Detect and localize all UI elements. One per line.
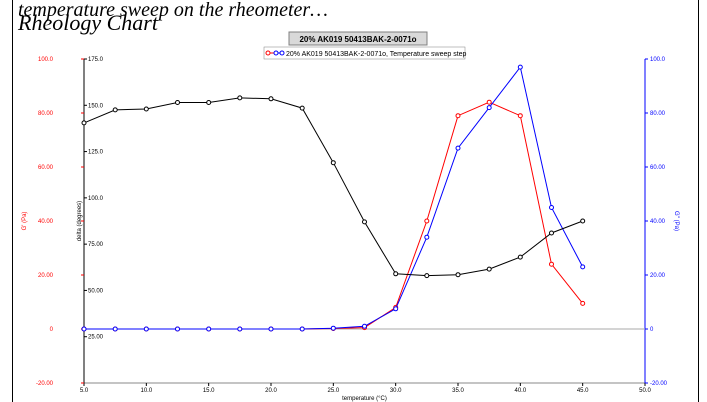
ticks-layer: 5.0 10.0 15.0 20.0 25.0 30.0 35.0 40.0 45.0 50.0-… (36, 57, 668, 394)
data-point (175, 100, 180, 105)
left-inner-tick-label: 125.0 (88, 150, 104, 156)
data-point (486, 105, 492, 111)
data-point (175, 326, 180, 332)
left-outer-tick-label: 20.00 (38, 273, 54, 279)
data-point (81, 120, 87, 126)
x-tick-label: 50.0 (639, 388, 651, 394)
data-point (362, 323, 367, 329)
frame-left-border (12, 0, 13, 402)
series-line-g (84, 101, 584, 330)
data-point (362, 219, 367, 225)
data-point (393, 271, 399, 277)
data-point (330, 325, 336, 331)
data-point (112, 107, 118, 113)
left-outer-axis-label: G' (Pa) (22, 212, 28, 231)
data-point (517, 113, 523, 119)
chart-title: 20% AK019 50413BAK-2-0071o (299, 35, 416, 44)
data-point (580, 300, 586, 306)
right-tick-label: 60.00 (650, 165, 666, 171)
page-caption: temperature sweep on the rheometer… (18, 0, 328, 21)
data-point (580, 218, 586, 224)
x-tick-label: 30.0 (390, 388, 402, 394)
x-tick-label: 35.0 (452, 388, 464, 394)
left-outer-tick-label: 80.00 (38, 111, 54, 117)
frame-right-border (698, 0, 699, 402)
x-tick-label: 45.0 (577, 388, 589, 394)
data-point (424, 234, 430, 240)
x-tick-label: 20.0 (265, 388, 277, 394)
data-point (237, 326, 243, 332)
left-outer-tick-label: 60.00 (38, 165, 54, 171)
right-axis-label: G'' (Pa) (673, 211, 679, 231)
data-point (549, 205, 554, 210)
right-tick-label: 100.0 (650, 57, 666, 63)
x-tick-label: 40.0 (514, 388, 526, 394)
left-outer-tick-label: -20.00 (36, 381, 54, 387)
data-point (81, 326, 87, 332)
data-point (580, 264, 586, 270)
chart-title-box (288, 31, 428, 46)
data-point (268, 96, 274, 102)
left-inner-tick-label: 100.0 (88, 196, 104, 202)
left-outer-tick-label: 40.00 (38, 219, 54, 225)
left-inner-tick-label: 25.00 (88, 335, 104, 341)
data-point (424, 218, 430, 224)
data-point (330, 160, 336, 166)
left-inner-axis-label: delta (degrees) (77, 201, 83, 241)
data-point (455, 113, 461, 119)
series-line-delta (83, 97, 583, 277)
x-axis-label: temperature (°C) (342, 396, 387, 402)
data-point (455, 145, 461, 151)
left-inner-tick-label: 50.00 (88, 288, 104, 294)
legend-swatch-icon (265, 50, 285, 56)
data-point (517, 64, 523, 70)
left-inner-tick-label: 150.0 (88, 103, 104, 109)
data-point (393, 306, 399, 312)
data-point (112, 326, 118, 332)
right-tick-label: 20.00 (650, 273, 666, 279)
legend-box (263, 46, 466, 60)
series-layer (81, 64, 586, 332)
right-tick-label: 80.00 (650, 111, 666, 117)
data-point (455, 272, 461, 278)
data-point (486, 266, 492, 272)
x-tick-label: 25.0 (327, 388, 339, 394)
data-point (206, 326, 212, 332)
data-point (206, 100, 212, 105)
x-tick-label: 5.0 (80, 388, 89, 394)
data-point (517, 254, 523, 260)
data-point (143, 106, 149, 112)
left-inner-tick-label: 175.0 (88, 57, 104, 63)
data-point (424, 273, 430, 279)
data-point (237, 95, 243, 101)
right-tick-label: 40.00 (650, 219, 666, 225)
data-point (486, 99, 492, 105)
data-point (143, 326, 149, 332)
left-outer-tick-label: 100.0 (38, 57, 54, 63)
legend-label: 20% AK019 50413BAK-2-0071o, Temperature … (286, 51, 467, 58)
right-tick-label: 0 (650, 327, 654, 333)
data-point (549, 261, 554, 267)
left-outer-tick-label: 0 (50, 327, 54, 333)
data-point (268, 326, 274, 332)
x-tick-label: 10.0 (140, 388, 152, 394)
right-tick-label: -20.00 (650, 381, 668, 387)
x-tick-label: 15.0 (203, 388, 215, 394)
data-point (549, 230, 554, 236)
data-point (299, 105, 305, 111)
data-point (299, 326, 305, 332)
page-title: Rheology Chart (18, 10, 158, 35)
left-inner-tick-label: 75.00 (88, 242, 104, 248)
